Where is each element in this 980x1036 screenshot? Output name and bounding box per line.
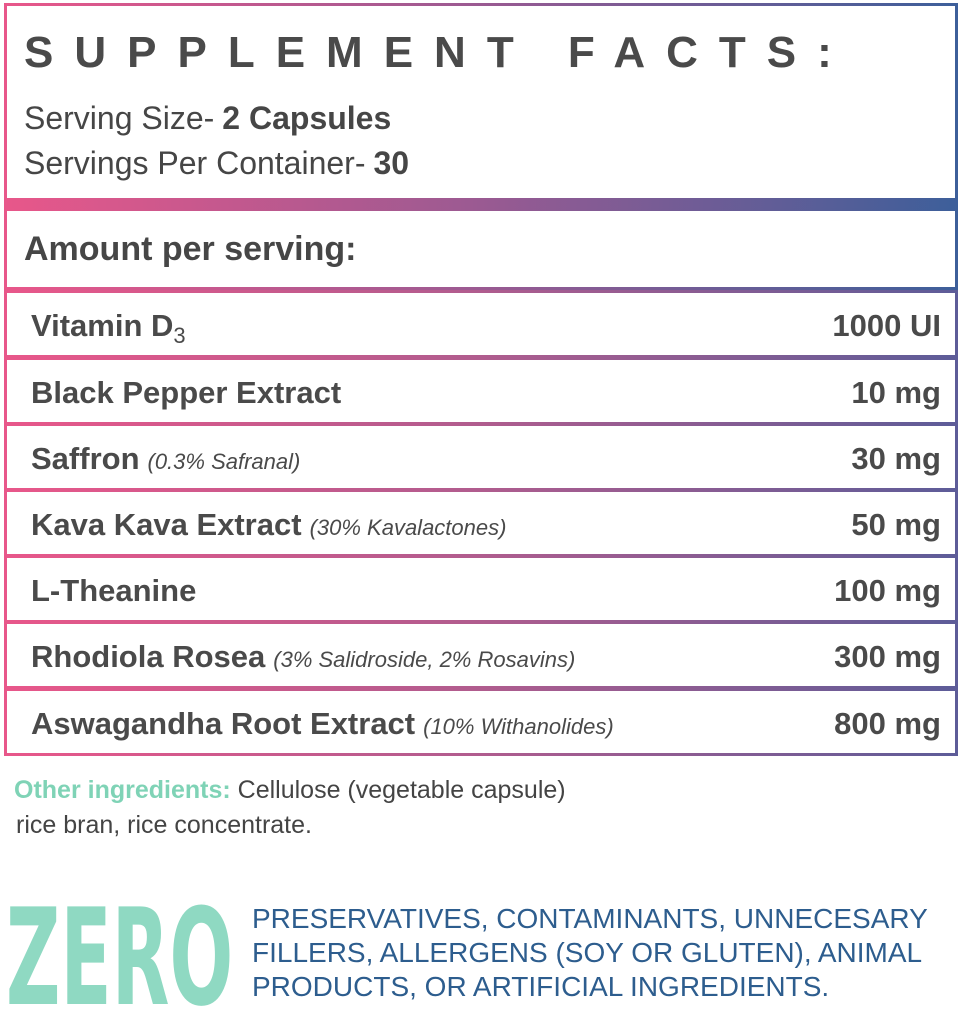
- amount: 10 mg: [851, 375, 941, 410]
- ingredient-row: Aswagandha Root Extract (10% Withanolides…: [4, 688, 958, 756]
- ingredient-name: Vitamin D: [31, 308, 174, 343]
- other-text: Cellulose (vegetable capsule): [237, 776, 566, 804]
- ingredient-row: Rhodiola Rosea (3% Salidroside, 2% Rosavi…: [4, 621, 958, 689]
- ingredient: Vitamin D3: [31, 308, 186, 349]
- zero-text: FILLERS, ALLERGENS (SOY OR GLUTEN), ANIM…: [252, 937, 923, 968]
- other-label: Other ingredients:: [14, 776, 231, 804]
- ingredient: Saffron (0.3% Safranal): [31, 441, 300, 477]
- zero-word: ZERO: [6, 880, 234, 1036]
- ingredient-row: Vitamin D3 1000 UI: [4, 290, 958, 358]
- ingredient-row: Saffron (0.3% Safranal) 30 mg: [4, 423, 958, 491]
- amount: 1000 UI: [832, 308, 941, 343]
- amount: 50 mg: [851, 507, 941, 542]
- ingredient: Kava Kava Extract (30% Kavalactones): [31, 507, 506, 543]
- ingredient: Rhodiola Rosea (3% Salidroside, 2% Rosavi…: [31, 639, 575, 675]
- amount-heading: Amount per serving:: [24, 230, 357, 268]
- ingredient-name: Aswagandha Root Extract: [31, 706, 416, 741]
- amount: 100 mg: [834, 573, 941, 608]
- ingredient-name: Kava Kava Extract: [31, 507, 302, 542]
- ingredient: L-Theanine: [31, 573, 196, 609]
- ingredient-row: L-Theanine 100 mg: [4, 555, 958, 623]
- ingredient-row: Kava Kava Extract (30% Kavalactones) 50 mg: [4, 489, 958, 557]
- title: SUPPLEMENT FACTS:: [24, 28, 853, 77]
- amount-box: [4, 208, 958, 290]
- ingredient-name: Rhodiola Rosea: [31, 639, 266, 674]
- ingredient-row: Black Pepper Extract 10 mg: [4, 357, 958, 425]
- zero-text: PRODUCTS, OR ARTIFICIAL INGREDIENTS.: [252, 971, 830, 1002]
- serving-size: Serving Size- 2 Capsules: [24, 100, 391, 137]
- zero-text: PRESERVATIVES, CONTAMINANTS, UNNECESARY: [252, 903, 928, 934]
- label: Servings Per Container-: [24, 145, 366, 181]
- header-box: [4, 3, 958, 203]
- ingredient: Black Pepper Extract: [31, 375, 341, 411]
- divider: [4, 198, 958, 210]
- amount: 800 mg: [834, 706, 941, 741]
- other-line: rice bran, rice concentrate.: [16, 811, 312, 839]
- ingredient-note: (3% Salidroside, 2% Rosavins): [273, 647, 576, 672]
- servings: Servings Per Container- 30: [24, 145, 409, 182]
- subscript: 3: [173, 323, 186, 349]
- ingredient-name: Black Pepper Extract: [31, 375, 342, 410]
- value: 30: [373, 145, 410, 181]
- other-line: Other ingredients: Cellulose (vegetable …: [14, 776, 566, 805]
- label: Serving Size-: [24, 100, 215, 136]
- ingredient-note: (10% Withanolides): [423, 714, 614, 739]
- ingredient-name: L-Theanine: [31, 573, 197, 608]
- ingredient-note: (30% Kavalactones): [309, 515, 507, 540]
- value: 2 Capsules: [222, 100, 392, 136]
- ingredient-note: (0.3% Safranal): [147, 449, 301, 474]
- ingredient: Aswagandha Root Extract (10% Withanolides…: [31, 706, 614, 742]
- amount: 30 mg: [851, 441, 941, 476]
- ingredient-name: Saffron: [31, 441, 140, 476]
- amount: 300 mg: [834, 639, 941, 674]
